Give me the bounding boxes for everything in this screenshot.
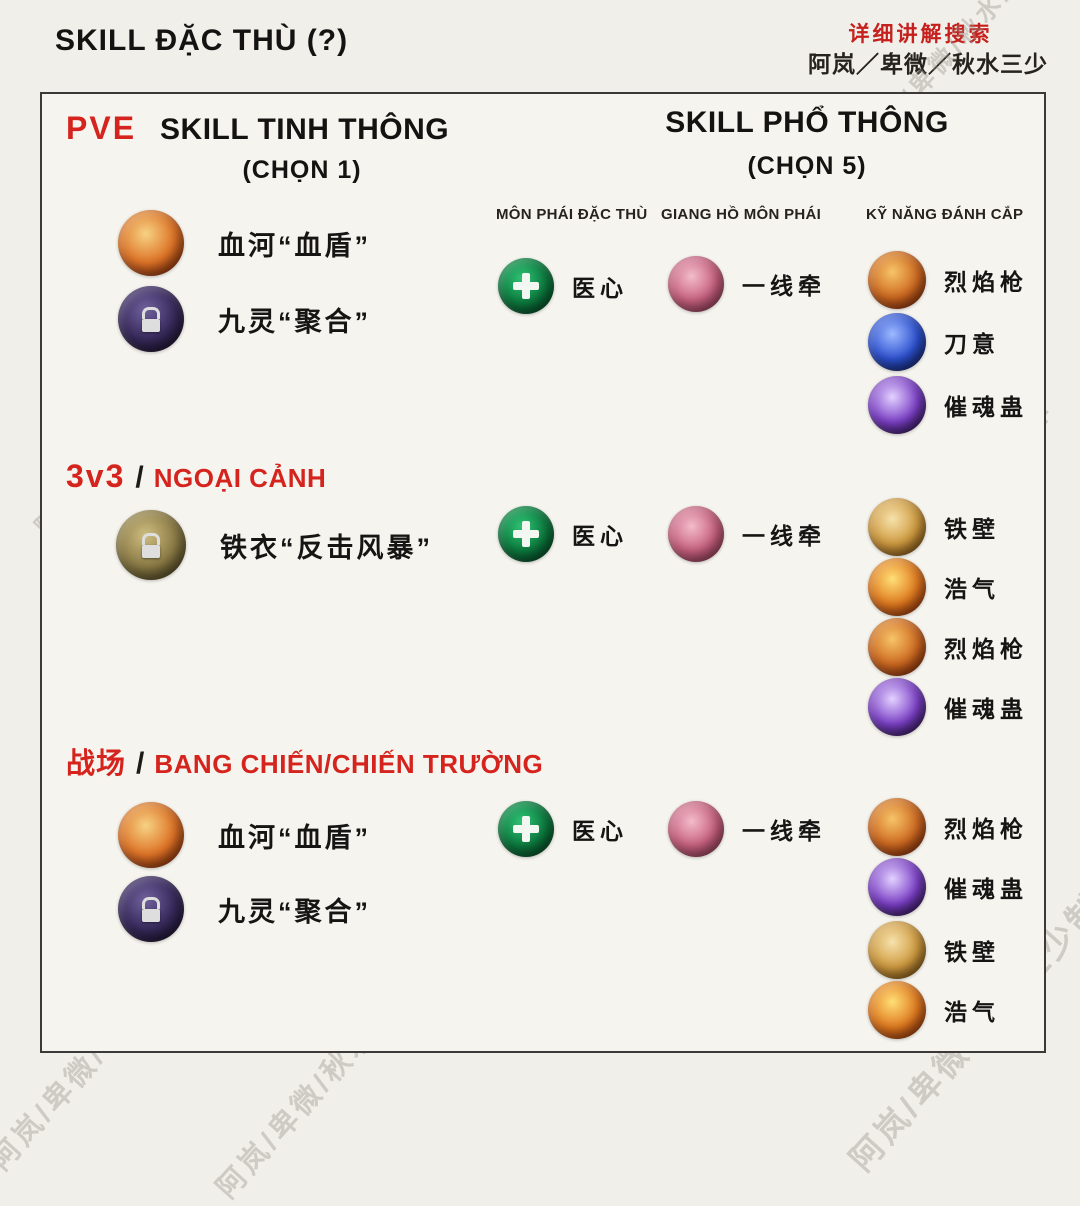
- blood-river-phoenix-icon: [118, 802, 184, 868]
- skill-label: 一线牵: [742, 273, 826, 299]
- skill-label: 催魂蛊: [944, 696, 1028, 722]
- healer-heart-icon: [498, 506, 554, 562]
- iron-wall-warrior-icon: [868, 498, 926, 556]
- skill-label: 烈焰枪: [944, 816, 1028, 842]
- flame-spear-icon: [868, 798, 926, 856]
- skill-label: 一线牵: [742, 818, 826, 844]
- battlefield-mode-label: 战场: [66, 748, 127, 780]
- skill-label: 九灵“聚合”: [218, 306, 371, 337]
- skill-label: 铁衣“反击风暴”: [220, 532, 433, 563]
- skill-label: 刀意: [944, 331, 1000, 357]
- common-skill-title: SKILL PHỔ THÔNG: [665, 106, 949, 139]
- skill-label: 一线牵: [742, 523, 826, 549]
- soul-vortex-icon: [868, 858, 926, 916]
- stolen-skill-row: 刀意: [868, 313, 1000, 371]
- page-title: SKILL ĐẶC THÙ (?): [55, 24, 349, 57]
- noble-spirit-flame-icon: [868, 558, 926, 616]
- skill-label: 医心: [572, 818, 628, 844]
- lock-icon: [142, 532, 160, 558]
- iron-cloth-icon: [116, 510, 186, 580]
- credit-search-note: 详细讲解搜索: [848, 23, 993, 46]
- pve-mode-label: PVE: [66, 110, 137, 146]
- sect-skill-row: 医心: [498, 801, 628, 857]
- soul-vortex-icon: [868, 376, 926, 434]
- lock-icon: [142, 896, 160, 922]
- skill-label: 铁壁: [944, 939, 1000, 965]
- red-thread-knot-icon: [668, 256, 724, 312]
- jianghu-skill-row: 一线牵: [668, 801, 826, 857]
- lock-icon: [142, 306, 160, 332]
- skill-label: 浩气: [944, 999, 1000, 1025]
- guide-card: PVE SKILL TINH THÔNG (CHỌN 1) SKILL PHỔ …: [40, 92, 1046, 1053]
- skill-row: 九灵“聚合”: [118, 876, 371, 942]
- skill-label: 医心: [572, 275, 628, 301]
- stolen-skill-row: 烈焰枪: [868, 618, 1028, 676]
- medic-cross-icon: [513, 273, 539, 299]
- medic-cross-icon: [513, 521, 539, 547]
- nine-spirit-orb-icon: [118, 876, 184, 942]
- stolen-skill-row: 烈焰枪: [868, 798, 1028, 856]
- column-header-jianghu-skill: GIANG HỒ MÔN PHÁI: [661, 206, 822, 223]
- skill-label: 铁壁: [944, 516, 1000, 542]
- red-thread-knot-icon: [668, 506, 724, 562]
- jianghu-skill-row: 一线牵: [668, 506, 826, 562]
- noble-spirit-flame-icon: [868, 981, 926, 1039]
- blade-intent-icon: [868, 313, 926, 371]
- iron-wall-warrior-icon: [868, 921, 926, 979]
- skill-label: 血河“血盾”: [218, 822, 371, 853]
- pve-section-header: PVE SKILL TINH THÔNG: [66, 110, 449, 147]
- skill-label: 血河“血盾”: [218, 230, 371, 261]
- column-header-sect-skill: MÔN PHÁI ĐẶC THÙ: [496, 206, 648, 223]
- divider-slash: /: [135, 461, 144, 494]
- soul-vortex-icon: [868, 678, 926, 736]
- sect-skill-row: 医心: [498, 258, 628, 314]
- 3v3-mode-label: 3v3: [66, 458, 126, 494]
- battlefield-section-title: BANG CHIẾN/CHIẾN TRƯỜNG: [154, 749, 544, 779]
- credit-authors: 阿岚／卑微／秋水三少: [808, 51, 1048, 77]
- skill-label: 烈焰枪: [944, 269, 1028, 295]
- stolen-skill-row: 催魂蛊: [868, 858, 1028, 916]
- skill-label: 催魂蛊: [944, 394, 1028, 420]
- pve-choose-count: (CHỌN 1): [242, 156, 362, 184]
- flame-spear-icon: [868, 251, 926, 309]
- skill-label: 九灵“聚合”: [218, 896, 371, 927]
- healer-heart-icon: [498, 801, 554, 857]
- 3v3-section-header: 3v3 / NGOẠI CẢNH: [66, 458, 326, 495]
- pve-section-title: SKILL TINH THÔNG: [160, 113, 450, 146]
- stolen-skill-row: 催魂蛊: [868, 678, 1028, 736]
- battlefield-section-header: 战场 / BANG CHIẾN/CHIẾN TRƯỜNG: [66, 740, 543, 782]
- skill-label: 烈焰枪: [944, 636, 1028, 662]
- skill-label: 催魂蛊: [944, 876, 1028, 902]
- blood-river-phoenix-icon: [118, 210, 184, 276]
- red-thread-knot-icon: [668, 801, 724, 857]
- skill-row: 九灵“聚合”: [118, 286, 371, 352]
- stolen-skill-row: 铁壁: [868, 498, 1000, 556]
- 3v3-section-title: NGOẠI CẢNH: [153, 463, 327, 493]
- healer-heart-icon: [498, 258, 554, 314]
- divider-slash: /: [136, 747, 145, 780]
- skill-row: 铁衣“反击风暴”: [116, 510, 433, 580]
- skill-label: 浩气: [944, 576, 1000, 602]
- column-header-stolen-skill: KỸ NĂNG ĐÁNH CẮP: [866, 206, 1024, 223]
- medic-cross-icon: [513, 816, 539, 842]
- skill-label: 医心: [572, 523, 628, 549]
- skill-row: 血河“血盾”: [118, 210, 371, 276]
- common-skill-choose-count: (CHỌN 5): [747, 152, 867, 180]
- stolen-skill-row: 催魂蛊: [868, 376, 1028, 434]
- stolen-skill-row: 浩气: [868, 558, 1000, 616]
- flame-spear-icon: [868, 618, 926, 676]
- sect-skill-row: 医心: [498, 506, 628, 562]
- jianghu-skill-row: 一线牵: [668, 256, 826, 312]
- stolen-skill-row: 铁壁: [868, 921, 1000, 979]
- stolen-skill-row: 烈焰枪: [868, 251, 1028, 309]
- skill-row: 血河“血盾”: [118, 802, 371, 868]
- nine-spirit-orb-icon: [118, 286, 184, 352]
- stolen-skill-row: 浩气: [868, 981, 1000, 1039]
